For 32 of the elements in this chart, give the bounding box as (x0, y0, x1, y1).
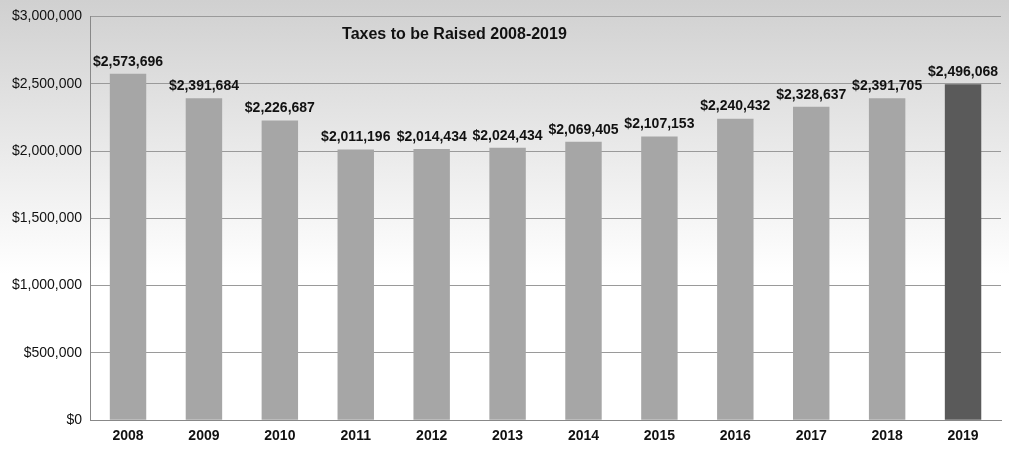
data-label: $2,391,684 (168, 77, 240, 94)
y-tick-label: $2,000,000 (11, 141, 83, 158)
x-tick-label: 2011 (340, 427, 372, 444)
y-tick-label: $3,000,000 (11, 7, 83, 24)
data-label: $2,496,068 (928, 63, 999, 80)
data-label: $2,240,432 (700, 97, 771, 114)
data-label: $2,226,687 (244, 99, 316, 116)
data-label: $2,024,434 (472, 126, 543, 143)
data-label: $2,391,705 (852, 77, 923, 94)
data-label: $2,069,405 (548, 120, 619, 137)
x-tick-label: 2010 (264, 427, 296, 444)
data-label: $2,011,196 (321, 128, 391, 145)
x-tick-label: 2013 (492, 427, 524, 444)
x-tick-label: 2009 (188, 427, 220, 444)
x-tick-label: 2008 (112, 427, 144, 444)
x-tick-label: 2016 (719, 427, 752, 444)
x-tick-label: 2014 (567, 427, 600, 444)
x-tick-label: 2017 (795, 427, 827, 444)
text: Taxes to be Raised 2008-2019 (342, 24, 567, 42)
x-tick-label: 2018 (871, 427, 903, 444)
x-tick-label: 2012 (416, 427, 448, 444)
y-tick-label: $1,500,000 (11, 209, 83, 226)
data-label: $2,573,696 (92, 52, 164, 69)
y-tick-label: $1,000,000 (11, 276, 83, 293)
x-tick-label: 2015 (643, 427, 676, 444)
y-tick-label: $2,500,000 (11, 74, 83, 91)
y-tick-label: $500,000 (23, 343, 83, 360)
data-label: $2,107,153 (624, 115, 695, 132)
data-label: $2,014,434 (396, 127, 467, 144)
y-tick-label: $0 (66, 411, 83, 428)
x-tick-label: 2019 (947, 427, 979, 444)
data-label: $2,328,637 (776, 85, 847, 102)
